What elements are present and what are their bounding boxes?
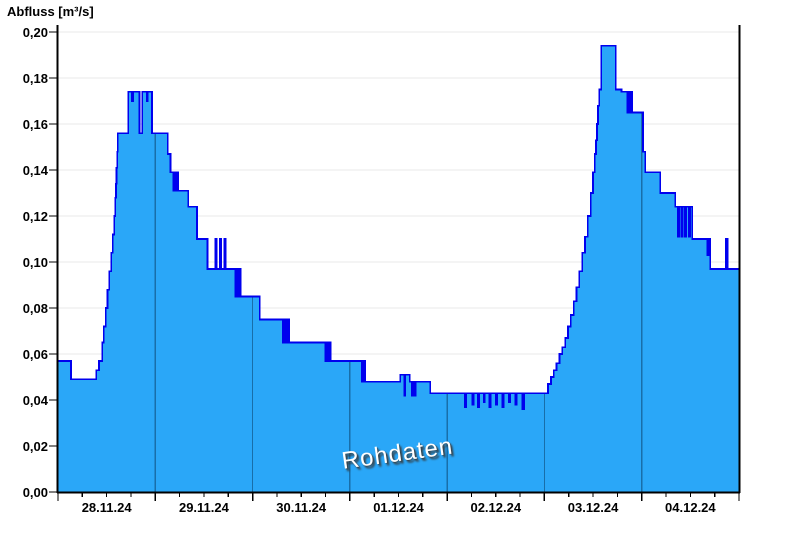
x-axis-label: 03.12.24 xyxy=(567,500,619,515)
y-axis-label: 0,12 xyxy=(22,208,48,224)
x-axis-label: 02.12.24 xyxy=(470,500,522,515)
chart-title: Abfluss [m³/s] xyxy=(7,4,94,19)
y-axis-label: 0,14 xyxy=(22,162,48,178)
y-axis-label: 0,04 xyxy=(22,392,48,408)
x-axis-label: 01.12.24 xyxy=(373,500,424,515)
y-axis-label: 0,16 xyxy=(22,116,48,132)
x-axis-label: 04.12.24 xyxy=(665,500,716,515)
y-axis-label: 0,02 xyxy=(22,438,48,454)
y-axis-label: 0,18 xyxy=(22,70,48,86)
x-axis-label: 29.11.24 xyxy=(178,500,229,515)
discharge-step-line xyxy=(58,44,739,411)
y-axis-label: 0,08 xyxy=(22,300,48,316)
y-axis-label: 0,10 xyxy=(22,254,48,270)
discharge-area xyxy=(58,45,739,493)
y-axis-label: 0,20 xyxy=(22,24,48,40)
x-axis-label: 30.11.24 xyxy=(276,500,327,515)
y-axis-label: 0,06 xyxy=(22,346,48,362)
x-axis-label: 28.11.24 xyxy=(81,500,132,515)
y-axis-label: 0,00 xyxy=(22,484,48,500)
